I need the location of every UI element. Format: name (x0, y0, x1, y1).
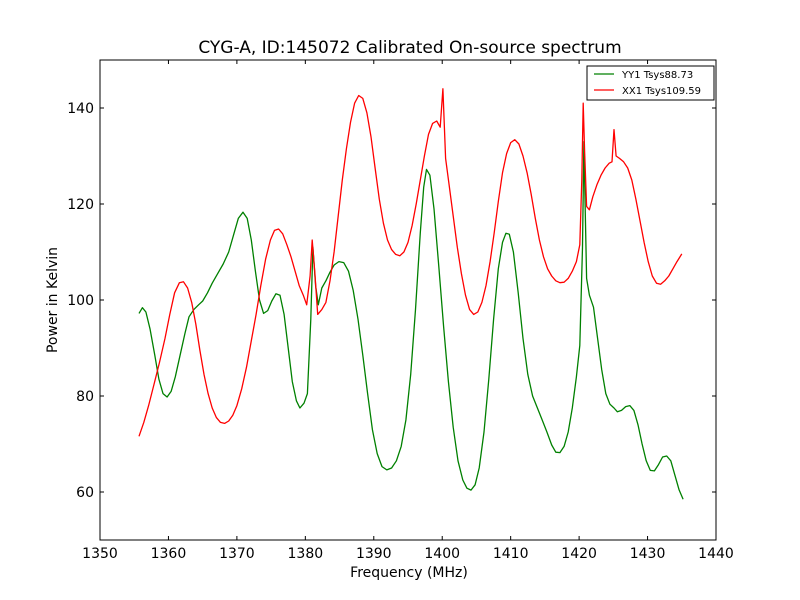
legend: YY1 Tsys88.73 XX1 Tsys109.59 (586, 65, 715, 101)
chart-title: CYG-A, ID:145072 Calibrated On-source sp… (198, 38, 621, 58)
x-tick-label: 1360 (151, 546, 187, 562)
legend-label-xx1: XX1 Tsys109.59 (622, 86, 701, 97)
plot-frame (99, 59, 717, 541)
legend-box (586, 65, 715, 101)
x-tick-label: 1350 (82, 546, 118, 562)
y-tick-label: 80 (76, 389, 94, 405)
y-tick-label: 120 (67, 197, 94, 213)
x-tick-label: 1390 (356, 546, 392, 562)
x-tick-label: 1440 (698, 546, 734, 562)
x-tick-label: 1410 (493, 546, 529, 562)
y-tick-label: 100 (67, 293, 94, 309)
x-tick-label: 1370 (219, 546, 255, 562)
x-tick-label: 1380 (288, 546, 324, 562)
y-axis: 60 80 100 120 140 (67, 101, 716, 501)
x-axis: 1350 1360 1370 1380 1390 1400 1410 1420 1430 1440 (82, 60, 734, 562)
x-tick-label: 1430 (630, 546, 666, 562)
y-axis-label: Power in Kelvin (45, 247, 61, 353)
x-axis-label: Frequency (MHz) (350, 565, 468, 581)
series-layer (138, 88, 684, 500)
x-tick-label: 1420 (561, 546, 597, 562)
legend-label-yy1: YY1 Tsys88.73 (621, 70, 693, 81)
series-line-xx1 (138, 88, 683, 437)
x-tick-label: 1400 (424, 546, 460, 562)
y-tick-label: 140 (67, 101, 94, 117)
series-line-yy1 (138, 140, 684, 500)
y-tick-label: 60 (76, 485, 94, 501)
